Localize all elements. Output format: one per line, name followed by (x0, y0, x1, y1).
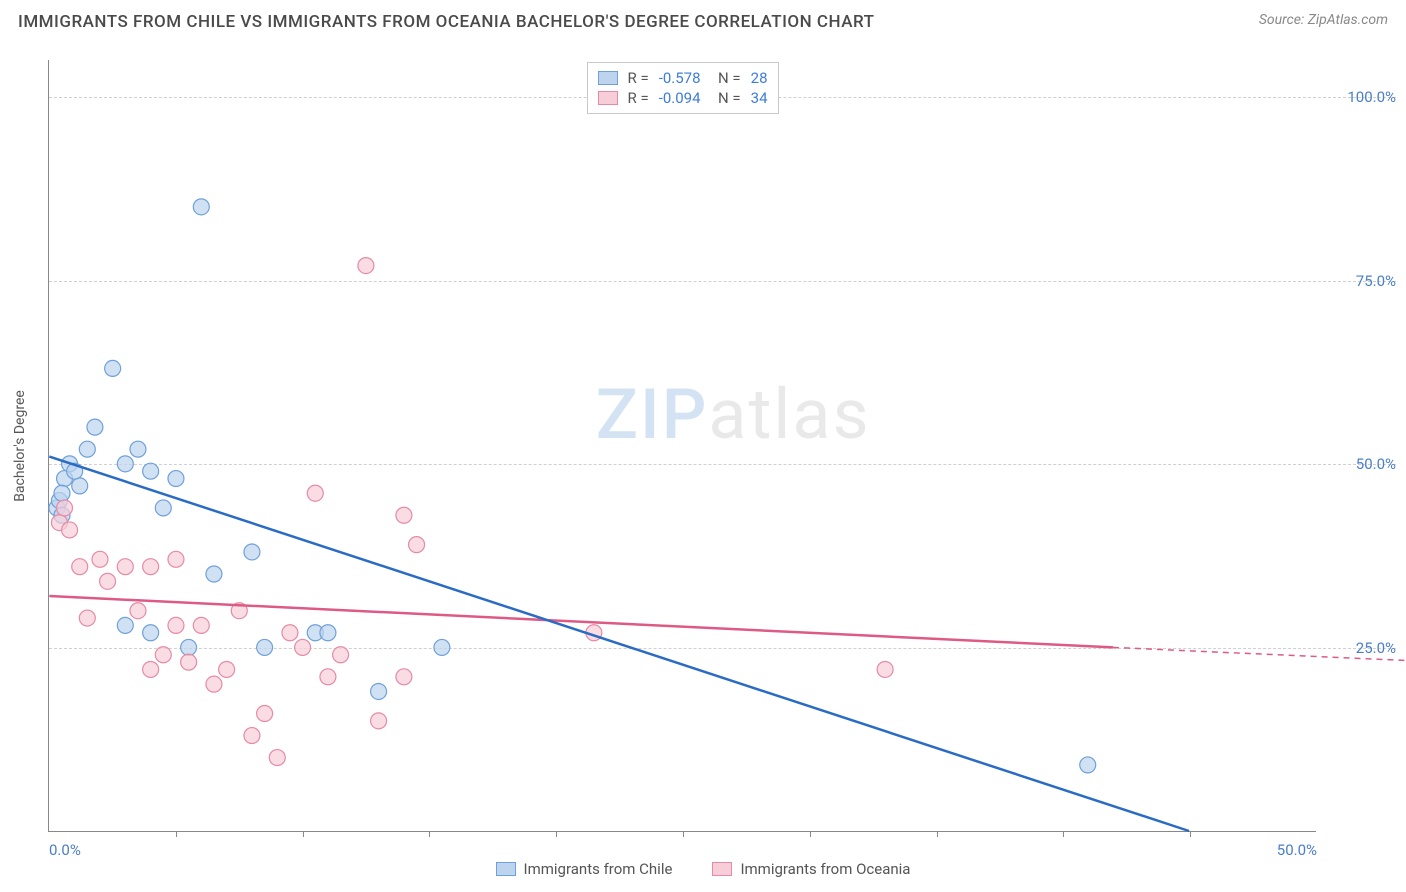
data-point (79, 610, 95, 626)
xtick (683, 831, 684, 837)
legend-item: Immigrants from Oceania (712, 860, 910, 878)
data-point (193, 617, 209, 633)
data-point (396, 507, 412, 523)
data-point (257, 706, 273, 722)
xtick (810, 831, 811, 837)
data-point (72, 559, 88, 575)
data-point (206, 676, 222, 692)
xtick (429, 831, 430, 837)
data-point (269, 750, 285, 766)
legend-item: Immigrants from Chile (496, 860, 673, 878)
data-point (57, 500, 73, 516)
scatter-plot-svg (49, 60, 1316, 831)
data-point (320, 625, 336, 641)
legend-swatch (597, 71, 617, 85)
data-point (181, 654, 197, 670)
ytick-label: 75.0% (1326, 272, 1396, 290)
data-point (168, 617, 184, 633)
legend-n-value: 34 (751, 89, 768, 107)
ytick-label: 50.0% (1326, 455, 1396, 473)
data-point (143, 625, 159, 641)
data-point (62, 522, 78, 538)
data-point (143, 661, 159, 677)
legend-n-label: N = (711, 89, 741, 107)
ytick-label: 100.0% (1326, 88, 1396, 106)
data-point (409, 537, 425, 553)
data-point (320, 669, 336, 685)
data-point (168, 471, 184, 487)
legend-series-label: Immigrants from Chile (524, 860, 673, 878)
legend-r-value: -0.094 (659, 89, 701, 107)
chart-title: IMMIGRANTS FROM CHILE VS IMMIGRANTS FROM… (18, 12, 874, 32)
xtick-label: 0.0% (49, 841, 81, 859)
xtick-label: 50.0% (1277, 841, 1317, 859)
y-axis-label: Bachelor's Degree (12, 390, 28, 502)
legend-r-label: R = (627, 89, 648, 107)
data-point (371, 713, 387, 729)
legend-row: R = -0.578 N = 28 (597, 69, 767, 87)
data-point (105, 360, 121, 376)
legend-n-label: N = (711, 69, 741, 87)
data-point (117, 559, 133, 575)
data-point (244, 728, 260, 744)
legend-row: R = -0.094 N = 34 (597, 89, 767, 107)
data-point (877, 661, 893, 677)
data-point (72, 478, 88, 494)
xtick (303, 831, 304, 837)
legend-n-value: 28 (751, 69, 768, 87)
data-point (79, 441, 95, 457)
data-point (206, 566, 222, 582)
data-point (295, 639, 311, 655)
data-point (54, 485, 70, 501)
xtick (937, 831, 938, 837)
data-point (244, 544, 260, 560)
plot-area: ZIPatlas R = -0.578 N = 28 R = -0.094 N … (48, 60, 1316, 832)
data-point (168, 551, 184, 567)
data-point (396, 669, 412, 685)
ytick-label: 25.0% (1326, 639, 1396, 657)
data-point (155, 500, 171, 516)
data-point (143, 559, 159, 575)
data-point (434, 639, 450, 655)
xtick (556, 831, 557, 837)
data-point (181, 639, 197, 655)
xtick (176, 831, 177, 837)
legend-r-value: -0.578 (659, 69, 701, 87)
data-point (100, 573, 116, 589)
data-point (155, 647, 171, 663)
data-point (333, 647, 349, 663)
data-point (358, 258, 374, 274)
data-point (87, 419, 103, 435)
series-legend: Immigrants from Chile Immigrants from Oc… (0, 860, 1406, 878)
source-label: Source: ZipAtlas.com (1259, 12, 1388, 28)
data-point (371, 683, 387, 699)
xtick (1190, 831, 1191, 837)
data-point (143, 463, 159, 479)
data-point (117, 617, 133, 633)
data-point (257, 639, 273, 655)
data-point (1080, 757, 1096, 773)
chart-container: Bachelor's Degree ZIPatlas R = -0.578 N … (48, 60, 1316, 832)
legend-r-label: R = (627, 69, 648, 87)
xtick (1063, 831, 1064, 837)
data-point (282, 625, 298, 641)
data-point (92, 551, 108, 567)
data-point (117, 456, 133, 472)
legend-swatch (496, 862, 516, 876)
data-point (130, 603, 146, 619)
data-point (193, 199, 209, 215)
data-point (219, 661, 235, 677)
legend-swatch (712, 862, 732, 876)
correlation-legend: R = -0.578 N = 28 R = -0.094 N = 34 (586, 62, 778, 114)
legend-swatch (597, 91, 617, 105)
data-point (307, 485, 323, 501)
data-point (130, 441, 146, 457)
legend-series-label: Immigrants from Oceania (740, 860, 910, 878)
